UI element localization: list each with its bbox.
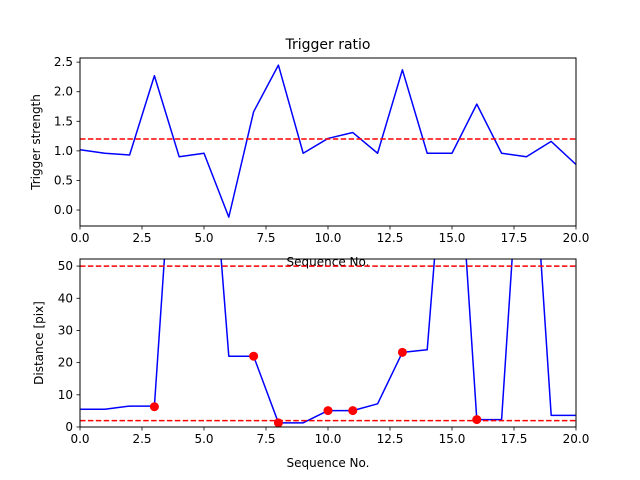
x-axis-label: Sequence No. [287, 456, 370, 470]
x-tick-label: 2.5 [132, 231, 151, 245]
x-tick-label: 7.5 [256, 231, 275, 245]
data-point-marker [397, 347, 407, 357]
x-tick-label: 5.0 [194, 231, 213, 245]
plot-title: Trigger ratio [284, 37, 370, 53]
y-tick-label: 2.5 [54, 55, 73, 69]
x-tick-label: 0.0 [70, 231, 89, 245]
x-tick-label: 17.5 [501, 432, 528, 446]
trigger-ratio-plot: Trigger ratio Trigger strength Sequence … [29, 37, 589, 269]
y-tick-label: 30 [58, 323, 73, 337]
x-tick-label: 20.0 [563, 432, 590, 446]
x-tick-label: 10.0 [315, 231, 342, 245]
x-tick-label: 20.0 [563, 231, 590, 245]
y-tick-label: 0 [65, 420, 73, 434]
data-layer [80, 64, 576, 218]
y-axis-label: Distance [pix] [32, 301, 46, 385]
y-tick-label: 1.5 [54, 114, 73, 128]
data-point-marker [149, 402, 159, 412]
data-point-marker [273, 418, 283, 427]
x-tick-label: 10.0 [315, 432, 342, 446]
x-axis-label: Sequence No. [287, 255, 370, 269]
distance-plot: Distance [pix] Sequence No. 0.0 2.5 5.0 7.5… [32, 258, 590, 470]
y-tick-label: 50 [58, 259, 73, 273]
x-tick-label: 15.0 [439, 432, 466, 446]
y-axis-label: Trigger strength [29, 94, 43, 191]
y-tick-label: 0.0 [54, 203, 73, 217]
data-layer [80, 259, 576, 427]
x-tick-label: 15.0 [439, 231, 466, 245]
y-tick-label: 0.5 [54, 173, 73, 187]
x-tick-label: 5.0 [194, 432, 213, 446]
x-tick-label: 12.5 [377, 432, 404, 446]
x-tick-label: 17.5 [501, 231, 528, 245]
y-tick-label: 1.0 [54, 144, 73, 158]
data-point-marker [323, 406, 333, 416]
x-tick-label: 12.5 [377, 231, 404, 245]
data-point-marker [472, 415, 482, 425]
x-tick-label: 7.5 [256, 432, 275, 446]
y-tick-label: 2.0 [54, 85, 73, 99]
plot-area: 0.0 2.5 5.0 7.5 10.0 12.5 15.0 17.5 20.0 0 10 20 30 4… [58, 258, 590, 446]
x-tick-label: 2.5 [132, 432, 151, 446]
plot-area: 0.0 2.5 5.0 7.5 10.0 12.5 15.0 17.5 20.0 0.0 0.5 1.… [54, 55, 589, 245]
y-tick-label: 40 [58, 291, 73, 305]
y-tick-label: 20 [58, 356, 73, 370]
y-tick-label: 10 [58, 388, 73, 402]
data-point-marker [249, 351, 259, 361]
x-tick-label: 0.0 [70, 432, 89, 446]
data-point-marker [348, 406, 358, 416]
